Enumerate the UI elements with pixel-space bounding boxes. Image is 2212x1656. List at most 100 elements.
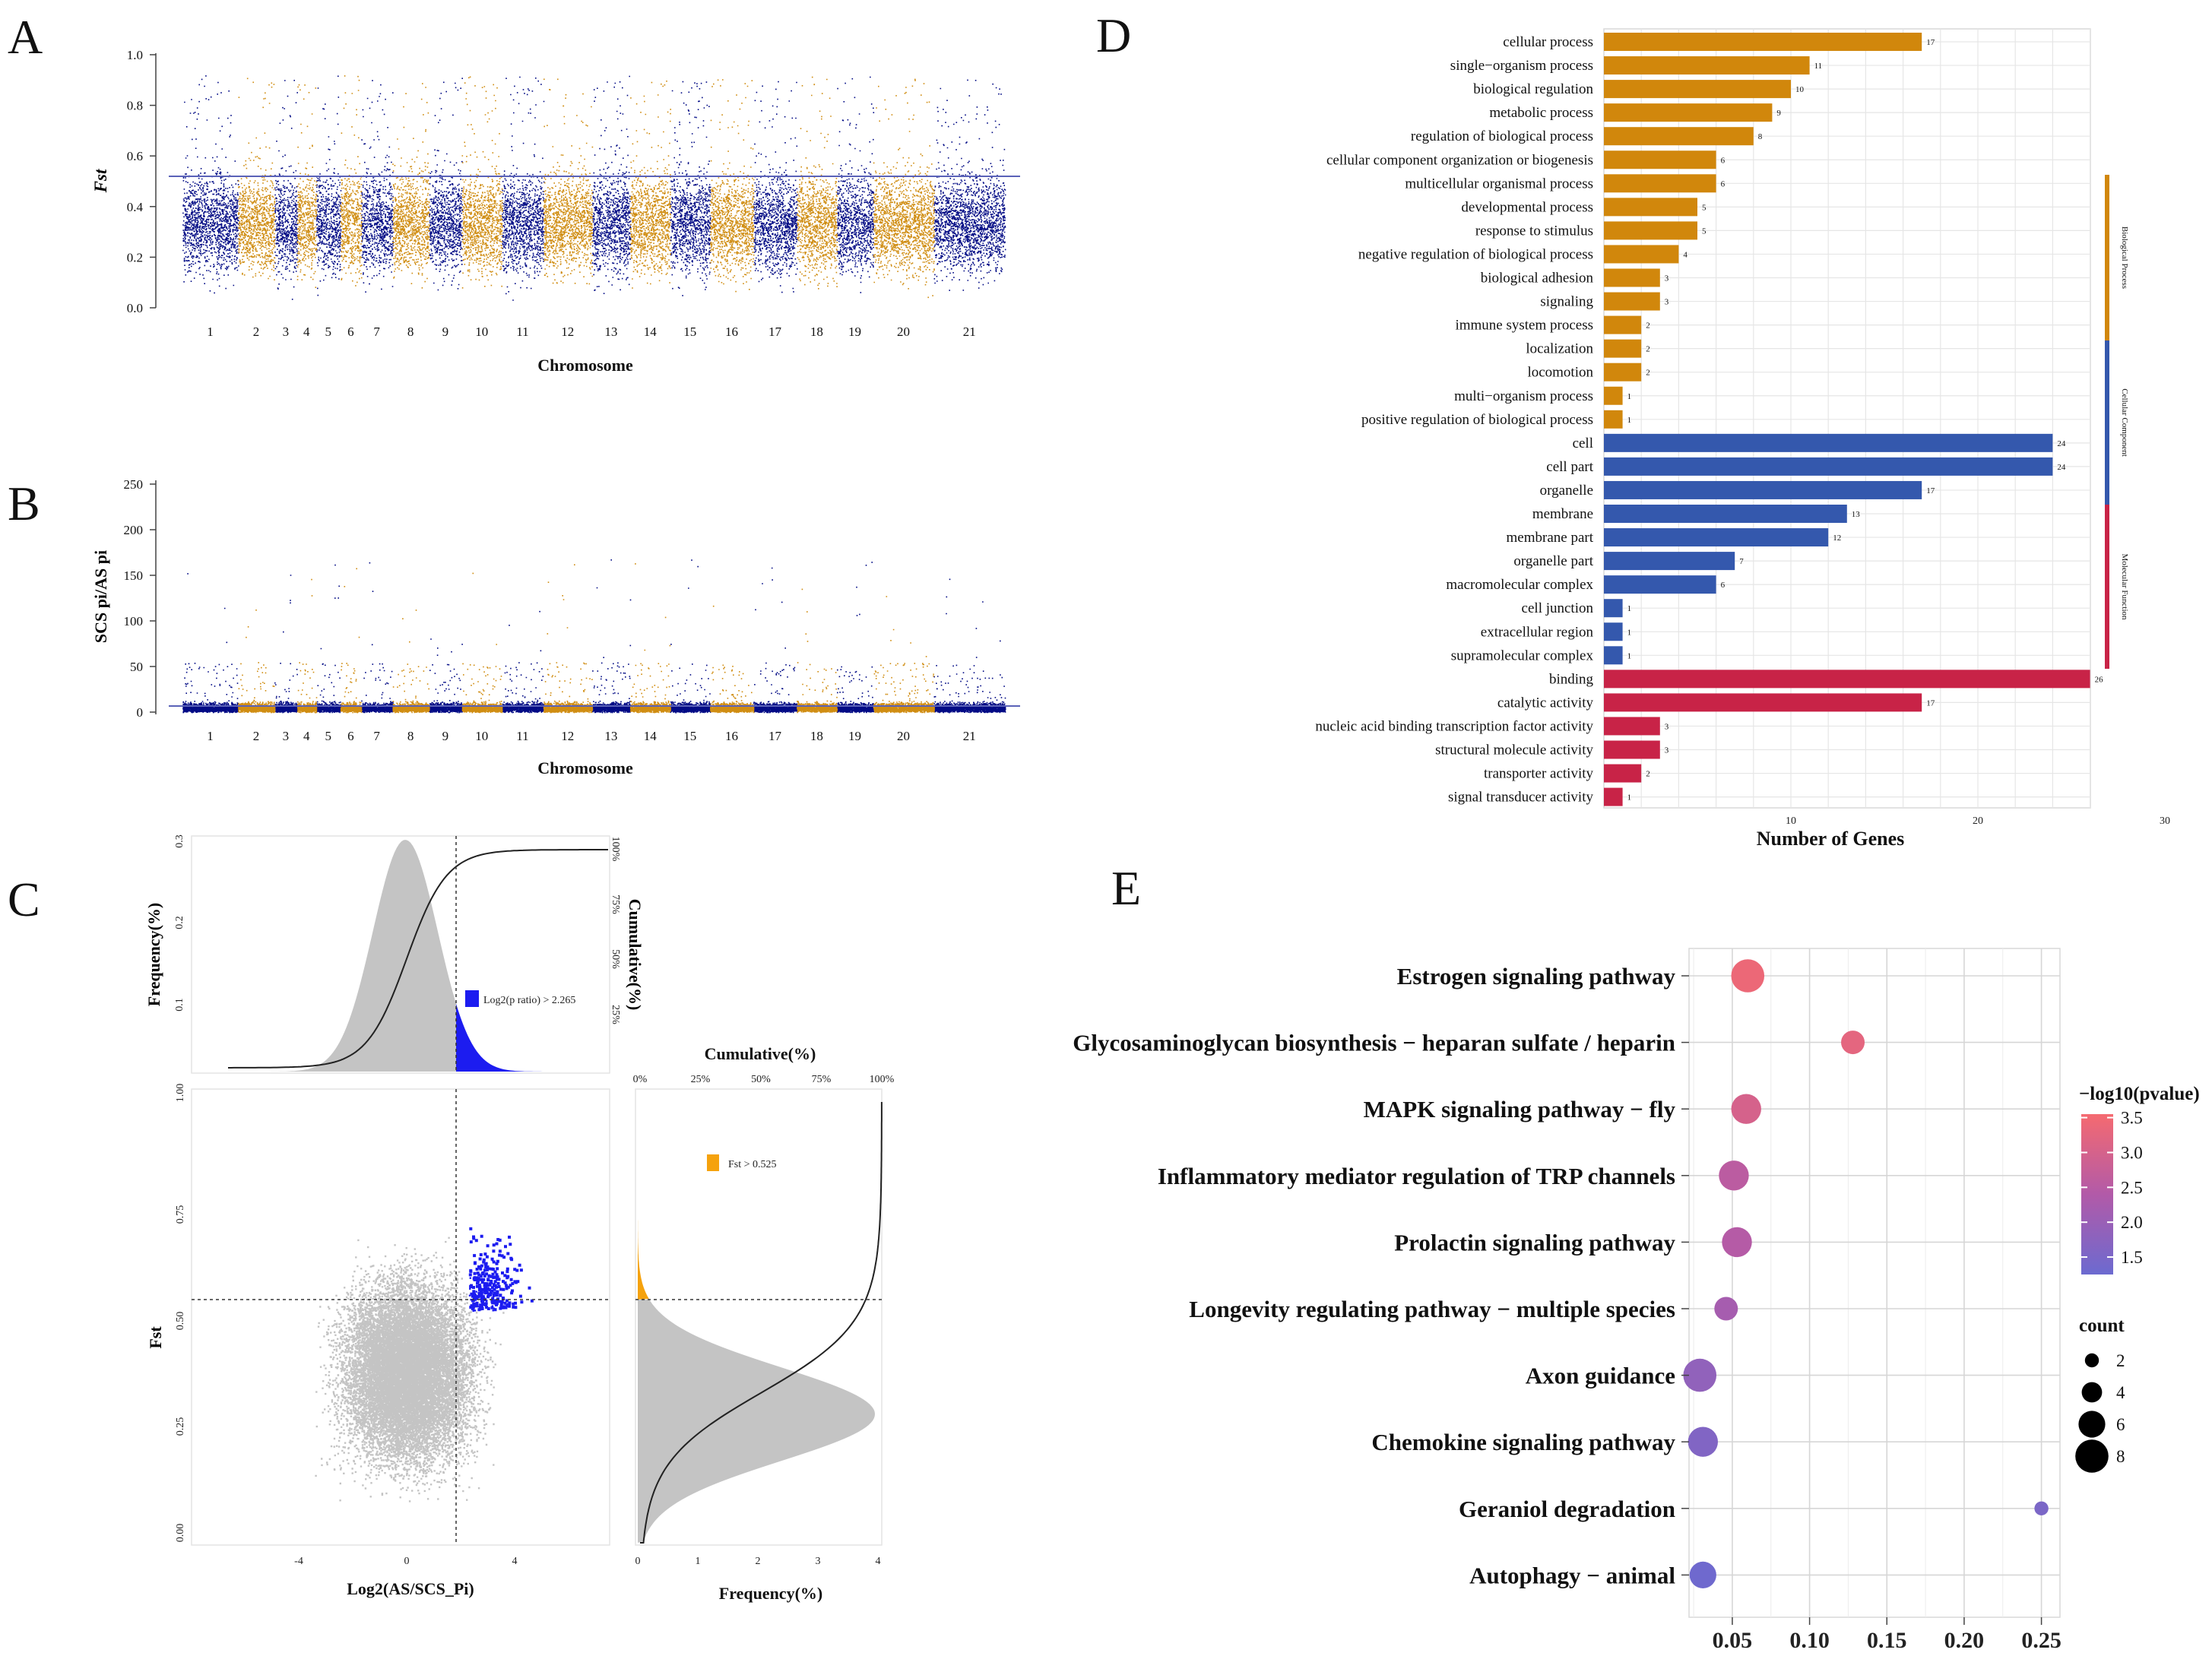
main-x-tick: 0: [404, 1556, 410, 1567]
color-tick-label: 3.0: [2121, 1143, 2143, 1162]
go-x-tick: 20: [1973, 815, 1983, 827]
panel-c-top-y-ticks: 0.1 0.2 0.3: [174, 834, 185, 1012]
go-bar: [1604, 787, 1623, 806]
top-hist-y-tick: 0.3: [174, 834, 185, 848]
go-term-label: signaling: [1540, 294, 1593, 310]
chromosome-tick-label: 8: [407, 729, 414, 743]
go-bar-value: 24: [2057, 463, 2066, 472]
chromosome-tick-label: 14: [644, 729, 658, 743]
go-term-label: cell junction: [1522, 600, 1594, 616]
go-bar: [1604, 245, 1679, 264]
chromosome-tick-label: 12: [561, 729, 574, 743]
color-tick-label: 2.5: [2121, 1178, 2143, 1197]
go-bar-value: 17: [1926, 486, 1935, 496]
panel-c-main-x-ticks: -4 0 4: [294, 1556, 517, 1567]
go-bar-value: 3: [1665, 274, 1669, 283]
y-tick-label: 250: [124, 477, 144, 492]
go-bar: [1604, 552, 1735, 571]
panel-label-e: E: [1111, 861, 1141, 915]
panel-a-manhattan-fst: 0.00.20.40.60.81.0 1 2 3 4 5 6 7 8 9 10 11 12 13 14 15…: [91, 48, 1020, 375]
go-bar: [1604, 56, 1810, 75]
go-bar-value: 11: [1814, 62, 1823, 71]
color-tick-label: 1.5: [2121, 1248, 2143, 1267]
go-bar-value: 5: [1702, 226, 1707, 236]
go-bar: [1604, 150, 1716, 169]
chromosome-tick-label: 6: [347, 325, 354, 339]
go-bar: [1604, 410, 1623, 429]
panel-d-group-brackets: Biological Process Cellular Component Mole…: [2105, 175, 2129, 669]
chromosome-tick-label: 15: [683, 729, 696, 743]
kegg-bubble: [1841, 1031, 1865, 1055]
panel-e-color-ticks: 1.5 2.0 2.5 3.0 3.5: [2081, 1109, 2143, 1267]
go-term-label: locomotion: [1527, 365, 1593, 381]
chromosome-tick-label: 13: [604, 325, 617, 339]
manhattan-dots-gold: [238, 563, 936, 714]
go-bar: [1604, 268, 1660, 287]
y-tick-label: 0: [137, 705, 144, 720]
chromosome-tick-label: 9: [442, 325, 449, 339]
go-bar-value: 3: [1665, 722, 1669, 731]
go-term-label: transporter activity: [1484, 766, 1594, 782]
chromosome-tick-label: 3: [283, 325, 290, 339]
panel-e-x-ticks: 0.05 0.10 0.15 0.20 0.25: [1713, 1617, 2061, 1653]
top-hist-cumulative-tick: 50%: [610, 949, 621, 969]
go-bar-value: 1: [1627, 628, 1632, 637]
kegg-term-label: Autophagy − animal: [1469, 1562, 1675, 1588]
panel-b-points: [182, 559, 1006, 714]
top-hist-cumulative-tick: 75%: [610, 894, 621, 914]
right-hist-x-tick: 2: [756, 1556, 761, 1567]
go-bar-value: 4: [1683, 250, 1688, 259]
go-bar-value: 6: [1721, 179, 1726, 188]
panel-e-points: Estrogen signaling pathway Glycosaminogly…: [1073, 959, 2049, 1588]
go-bar: [1604, 764, 1642, 783]
go-bar: [1604, 363, 1642, 382]
go-bar-value: 2: [1646, 770, 1650, 779]
main-y-tick: 1.00: [175, 1084, 186, 1103]
panel-c-top-legend-swatch: [465, 990, 479, 1007]
go-bar: [1604, 505, 1847, 523]
top-hist-cumulative-tick: 25%: [610, 1005, 621, 1024]
right-hist-cumulative-tick: 75%: [812, 1074, 832, 1085]
chromosome-tick-label: 11: [516, 325, 528, 339]
grid-frame: [1603, 28, 2091, 809]
go-term-label: extracellular region: [1481, 624, 1594, 640]
panel-d-bars: cellular process 17 single−organism proces…: [1315, 33, 2103, 806]
size-legend-dot: [2078, 1411, 2106, 1438]
size-legend-dot: [2075, 1439, 2109, 1473]
go-bar-value: 10: [1795, 85, 1805, 94]
main-y-tick: 0.75: [175, 1205, 186, 1224]
chromosome-tick-label: 9: [442, 729, 449, 743]
panel-c-top-cumulative-curve: [228, 849, 608, 1069]
panel-c-top-legend-label: Log2(p ratio) > 2.265: [483, 995, 575, 1006]
chromosome-tick-label: 18: [810, 325, 823, 339]
go-term-label: cellular process: [1503, 34, 1593, 50]
go-term-label: single−organism process: [1450, 58, 1593, 74]
y-tick-label: 0.8: [127, 99, 143, 113]
panel-b-x-ticks: 1 2 3 4 5 6 7 8 9 10 11 12 13 14 15 16 17 18 19 20 21: [207, 729, 975, 743]
go-bar: [1604, 386, 1623, 405]
go-bar-value: 2: [1646, 321, 1650, 331]
go-bar-value: 1: [1627, 392, 1632, 401]
kegg-bubble: [1719, 1160, 1749, 1191]
go-bar-value: 24: [2057, 439, 2066, 448]
chromosome-tick-label: 18: [810, 729, 823, 743]
panel-d-x-label: Number of Genes: [1757, 828, 1905, 850]
go-bar-value: 6: [1721, 581, 1726, 590]
chromosome-tick-label: 17: [768, 325, 782, 339]
go-term-label: structural molecule activity: [1435, 743, 1593, 758]
go-bar: [1604, 480, 1922, 499]
chromosome-tick-label: 21: [963, 729, 976, 743]
go-bar-value: 2: [1646, 369, 1650, 378]
go-bar: [1604, 174, 1716, 193]
size-legend-dot: [2081, 1382, 2103, 1403]
go-bar-value: 1: [1627, 604, 1632, 613]
go-term-label: cell part: [1546, 459, 1593, 475]
panel-e-color-legend: −log10(pvalue) 1.5 2.0 2.5 3.0 3.5: [2079, 1084, 2200, 1274]
chromosome-tick-label: 20: [897, 729, 910, 743]
size-legend-label: 2: [2116, 1351, 2125, 1370]
color-tick-label: 3.5: [2121, 1109, 2143, 1128]
panel-a-points: [182, 75, 1006, 301]
right-hist-x-tick: 1: [696, 1556, 701, 1567]
go-bar: [1604, 198, 1697, 217]
chromosome-tick-label: 13: [604, 729, 617, 743]
